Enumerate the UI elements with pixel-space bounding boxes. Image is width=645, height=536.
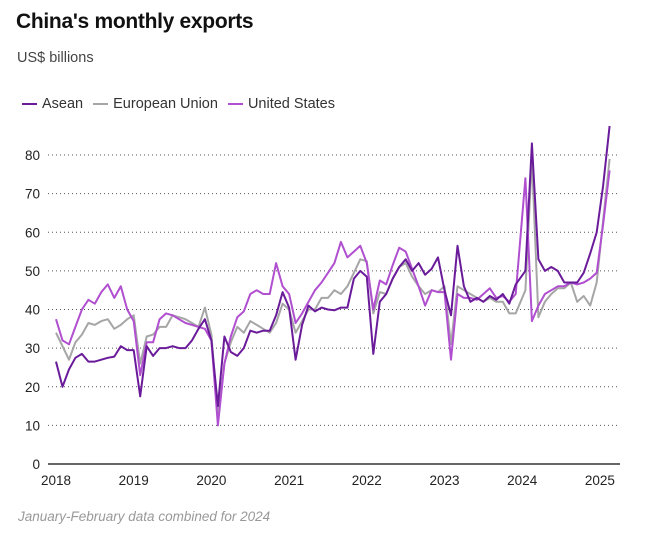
x-tick-label: 2021	[274, 473, 304, 488]
x-tick-label: 2023	[429, 473, 459, 488]
x-tick-label: 2025	[585, 473, 615, 488]
legend-swatch-asean	[22, 103, 37, 105]
legend-label-asean: Asean	[42, 96, 84, 112]
series-lines	[55, 125, 611, 427]
chart-subtitle: US$ billions	[17, 50, 94, 66]
y-tick-label: 50	[25, 264, 40, 279]
legend-swatch-eu	[93, 103, 109, 105]
x-tick-label: 2024	[507, 473, 538, 488]
x-tick-label: 2022	[352, 473, 382, 488]
series-line-asean	[55, 125, 611, 408]
legend-swatch-us	[227, 103, 243, 105]
chart-footnote: January-February data combined for 2024	[18, 509, 271, 524]
legend: Asean European Union United States	[22, 96, 345, 112]
y-tick-label: 80	[25, 148, 40, 163]
legend-label-us: United States	[247, 96, 335, 112]
y-tick-label: 60	[25, 225, 40, 240]
legend-label-eu: European Union	[113, 96, 218, 112]
series-line-european-union	[55, 157, 611, 419]
legend-item-us: United States	[227, 96, 335, 112]
y-tick-label: 20	[25, 380, 40, 395]
legend-item-eu: European Union	[93, 96, 218, 112]
x-axis-ticks: 2018 2019 2020 2021 2022 2023 2024 2025	[41, 473, 615, 488]
y-tick-label: 40	[25, 303, 40, 318]
x-tick-label: 2018	[41, 473, 71, 488]
x-tick-label: 2020	[196, 473, 226, 488]
y-axis-ticks: 0 10 20 30 40 50 60 70 80	[25, 148, 40, 472]
y-tick-label: 10	[25, 418, 40, 433]
y-tick-label: 30	[25, 341, 40, 356]
y-tick-label: 0	[32, 457, 40, 472]
legend-item-asean: Asean	[22, 96, 83, 112]
y-tick-label: 70	[25, 187, 40, 202]
series-line-united-states	[55, 170, 611, 427]
x-tick-label: 2019	[119, 473, 149, 488]
chart-title: China's monthly exports	[16, 10, 254, 33]
